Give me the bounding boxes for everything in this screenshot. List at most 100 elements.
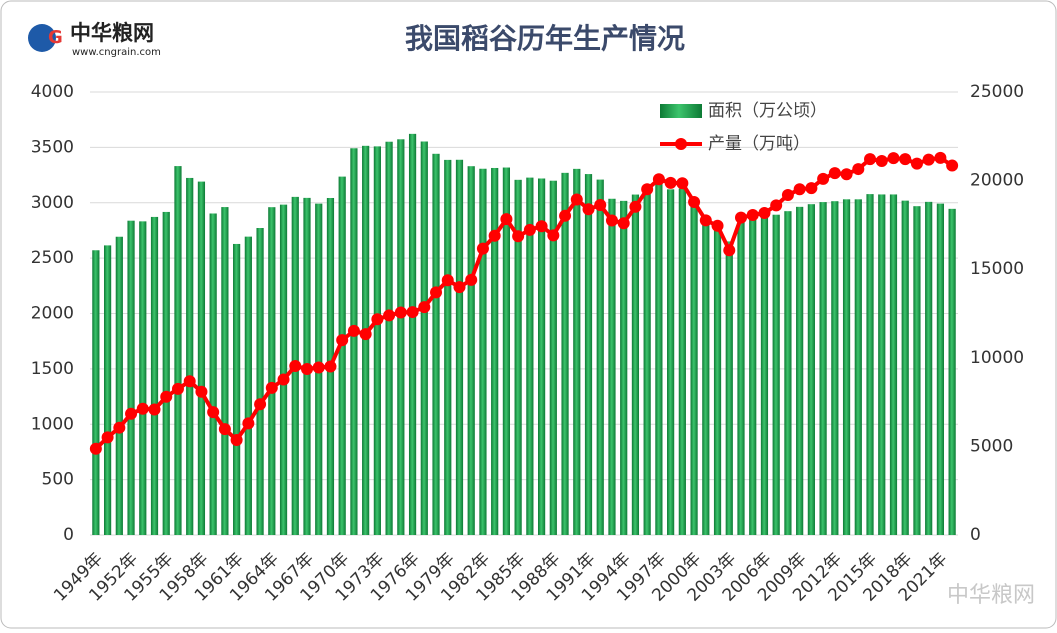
- point: [770, 199, 783, 212]
- point: [359, 328, 372, 341]
- bar: [760, 214, 769, 535]
- bar: [467, 166, 475, 535]
- point: [664, 176, 677, 189]
- point: [89, 442, 102, 455]
- bar: [479, 168, 487, 535]
- legend-label: 面积（万公顷）: [708, 101, 827, 121]
- point: [136, 402, 149, 415]
- bar: [596, 179, 604, 535]
- y-tick-label: 2000: [31, 304, 74, 324]
- bar: [150, 216, 159, 535]
- point: [688, 196, 701, 209]
- bar: [256, 228, 264, 535]
- bar: [713, 222, 722, 535]
- logo-mark: G: [48, 27, 63, 48]
- bar: [549, 180, 557, 535]
- watermark: 中华粮网: [947, 583, 1035, 608]
- bar: [502, 167, 511, 535]
- point: [277, 373, 290, 386]
- bar: [420, 141, 428, 535]
- bar: [702, 215, 710, 535]
- point: [570, 193, 583, 206]
- bar: [796, 206, 804, 535]
- y2-tick-label: 10000: [970, 348, 1024, 368]
- point: [793, 183, 806, 196]
- bar: [889, 194, 898, 535]
- point: [430, 286, 443, 299]
- point: [230, 433, 243, 446]
- bar: [244, 236, 252, 535]
- bar: [455, 159, 464, 536]
- y-tick-label: 500: [42, 470, 74, 490]
- point: [347, 324, 360, 337]
- point: [512, 230, 525, 243]
- y-tick-label: 4000: [31, 82, 74, 102]
- bar: [584, 174, 593, 536]
- point: [617, 217, 630, 230]
- bar: [831, 201, 839, 535]
- point: [301, 362, 313, 375]
- point: [418, 301, 431, 314]
- point: [148, 403, 161, 416]
- bar: [397, 139, 405, 535]
- bar: [667, 189, 675, 535]
- point: [547, 229, 560, 242]
- bar: [608, 198, 616, 535]
- bar: [819, 202, 827, 535]
- bar: [115, 236, 123, 535]
- point: [465, 273, 478, 286]
- bar: [772, 214, 780, 535]
- point: [723, 244, 736, 257]
- point: [171, 382, 184, 395]
- point: [817, 172, 830, 185]
- y-tick-label: 3000: [31, 193, 74, 213]
- bar: [737, 220, 745, 535]
- bar: [631, 194, 640, 535]
- point: [582, 203, 595, 216]
- y-tick-label: 0: [63, 525, 74, 545]
- bar: [573, 168, 581, 535]
- point: [500, 213, 513, 226]
- point: [453, 281, 466, 294]
- bar: [139, 221, 147, 535]
- point: [218, 423, 231, 436]
- point: [195, 385, 208, 398]
- logo-url: www.cngrain.com: [72, 47, 161, 58]
- bar: [103, 245, 112, 536]
- bar: [174, 166, 182, 536]
- point: [652, 173, 665, 186]
- bar: [92, 250, 100, 535]
- bar: [221, 207, 229, 535]
- bar: [373, 146, 381, 536]
- logo: G 中华粮网 www.cngrain.com: [28, 21, 161, 58]
- bar: [162, 211, 170, 535]
- bar: [338, 176, 346, 535]
- point: [113, 421, 126, 434]
- y2-tick-label: 20000: [970, 171, 1024, 191]
- point: [289, 359, 302, 372]
- y-tick-label: 2500: [31, 248, 74, 268]
- point: [101, 431, 114, 444]
- point: [312, 361, 325, 374]
- point: [183, 375, 196, 388]
- point: [160, 390, 173, 403]
- bar: [350, 148, 358, 536]
- y-tick-label: 3500: [31, 137, 74, 157]
- point: [559, 209, 572, 222]
- point: [605, 214, 618, 227]
- point: [828, 167, 841, 180]
- point: [746, 208, 759, 221]
- bar: [901, 200, 909, 535]
- bar: [491, 167, 499, 536]
- point: [476, 242, 489, 255]
- bar: [925, 201, 933, 535]
- point: [875, 154, 888, 167]
- bar: [432, 153, 440, 535]
- bar: [561, 172, 569, 535]
- bar: [127, 220, 135, 535]
- y2-tick-label: 15000: [970, 259, 1024, 279]
- point: [946, 159, 959, 172]
- point: [735, 211, 747, 224]
- point: [125, 407, 138, 420]
- bar: [655, 183, 663, 535]
